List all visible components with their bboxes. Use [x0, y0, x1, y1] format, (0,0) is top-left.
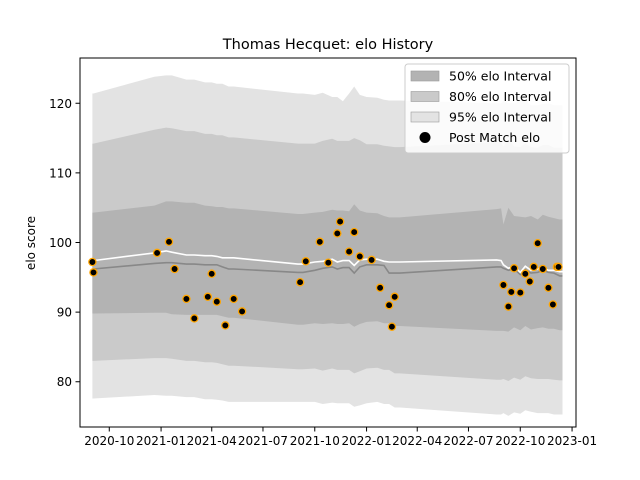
y-tick-label: 100 [49, 236, 72, 250]
post-match-elo-point [375, 283, 385, 293]
post-match-elo-point [203, 292, 213, 302]
axes: 2020-10 2021-01 2021-04 2021-07 2021-10 2022-… [49, 57, 597, 448]
x-tick-label: 2020-10 [84, 434, 134, 448]
legend-swatch [410, 70, 440, 82]
legend-label: 80% elo Interval [449, 89, 551, 104]
post-match-elo-point [335, 217, 345, 226]
x-tick-label: 2022-04 [392, 434, 442, 448]
post-match-elo-point [221, 321, 230, 330]
x-tick-label: 2022-10 [495, 434, 545, 448]
y-tick-label: 90 [57, 306, 72, 320]
post-match-elo-point [182, 294, 191, 304]
post-match-elo-point [229, 294, 238, 304]
post-match-elo-point [544, 283, 553, 293]
post-match-elo-point [384, 300, 394, 310]
post-match-elo-point [554, 262, 563, 272]
post-match-elo-point [333, 229, 342, 238]
post-match-elo-point [507, 287, 516, 297]
legend-swatch [410, 111, 440, 123]
post-match-elo-point [237, 307, 247, 316]
post-match-elo-point [521, 269, 530, 279]
post-match-elo-point [344, 247, 354, 256]
x-tick-label: 2021-01 [136, 434, 186, 448]
post-match-elo-point [509, 264, 519, 273]
post-match-elo-point [367, 255, 376, 265]
post-match-elo-point [315, 237, 325, 247]
x-tick-label: 2022-07 [443, 434, 493, 448]
post-match-elo-point [349, 227, 359, 237]
legend: 50% elo Interval 80% elo Interval 95% elo … [404, 63, 570, 154]
legend-label: Post Match elo [449, 130, 540, 145]
post-match-elo-point [525, 277, 535, 286]
post-match-elo-point [499, 280, 508, 290]
x-tick-label: 2021-04 [187, 434, 237, 448]
post-match-elo-point [190, 314, 199, 323]
post-match-elo-point [516, 288, 525, 297]
x-tick-label: 2022-01 [341, 434, 391, 448]
y-tick-label: 110 [49, 166, 72, 180]
post-match-elo-point [301, 257, 311, 266]
post-match-elo-point [89, 268, 98, 277]
chart-title: Thomas Hecquet: elo History [222, 37, 434, 53]
post-match-elo-point [390, 292, 399, 302]
post-match-elo-point [295, 277, 305, 287]
post-match-elo-point [533, 238, 542, 248]
x-tick-label: 2023-01 [547, 434, 597, 448]
post-match-elo-point [164, 237, 174, 247]
post-match-elo-point [170, 264, 179, 274]
mean-elo-line [91, 250, 563, 274]
post-match-elo-point [324, 258, 333, 267]
post-match-elo-point [88, 257, 97, 267]
post-match-elo-point [212, 297, 222, 306]
post-match-elo-point [387, 322, 397, 331]
legend-box [404, 63, 570, 154]
plot-area [88, 75, 563, 416]
x-tick-label: 2021-07 [238, 434, 288, 448]
x-tick-label: 2021-10 [290, 434, 340, 448]
post-match-elo-point [504, 302, 513, 311]
y-tick-label: 80 [57, 375, 72, 389]
post-match-elo-point [548, 300, 558, 309]
y-axis-label: elo score [24, 216, 38, 270]
legend-label: 95% elo Interval [449, 110, 551, 125]
legend-swatch [410, 91, 440, 102]
post-match-elo-point [355, 252, 365, 261]
legend-label: 50% elo Interval [449, 69, 551, 84]
post-match-elo-point [529, 262, 539, 272]
legend-marker [419, 132, 431, 143]
y-tick-label: 120 [49, 97, 72, 111]
post-match-elo-point [152, 248, 162, 258]
post-match-elo-point [538, 264, 548, 274]
post-match-elo-point [207, 269, 216, 279]
